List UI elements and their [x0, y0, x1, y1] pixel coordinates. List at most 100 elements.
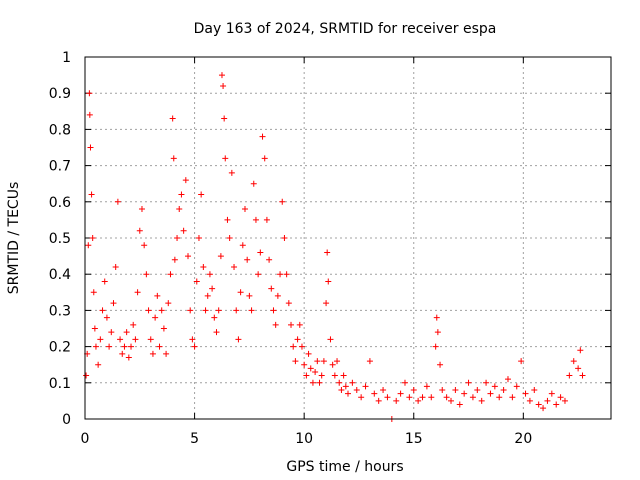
data-point: [218, 72, 225, 79]
data-point: [277, 271, 284, 278]
data-point: [443, 394, 450, 401]
data-point: [292, 358, 299, 365]
data-point: [526, 397, 533, 404]
data-point: [439, 387, 446, 394]
grid-lines: [85, 57, 611, 419]
data-point: [281, 235, 288, 241]
data-point: [535, 401, 542, 408]
data-point: [296, 321, 303, 328]
y-tick-label: 0.5: [49, 231, 71, 247]
data-point: [316, 379, 323, 386]
data-point: [231, 263, 238, 270]
data-point: [474, 387, 481, 394]
data-point: [491, 383, 498, 390]
data-point: [185, 253, 192, 260]
data-point: [423, 383, 430, 390]
data-point: [318, 372, 325, 379]
data-point: [123, 329, 130, 336]
data-point: [301, 361, 308, 368]
data-point: [169, 115, 176, 122]
data-point: [163, 350, 170, 357]
data-point: [200, 263, 207, 270]
data-point: [92, 343, 99, 350]
data-point: [314, 358, 321, 365]
data-point: [461, 390, 468, 397]
y-tick-label: 0.4: [49, 267, 71, 283]
data-point: [305, 350, 312, 357]
y-axis-title: SRMTID / TECUs: [6, 182, 22, 295]
data-point: [89, 235, 96, 241]
data-point: [90, 289, 97, 296]
data-point: [384, 394, 391, 401]
data-point: [250, 180, 257, 187]
data-point: [233, 307, 240, 314]
data-point: [209, 285, 216, 292]
data-point: [257, 249, 264, 256]
data-point: [406, 394, 413, 401]
data-points: [83, 72, 586, 422]
y-tick-label: 1: [62, 50, 71, 66]
data-point: [95, 361, 102, 368]
data-point: [213, 329, 220, 336]
data-point: [298, 343, 305, 350]
data-point: [329, 361, 336, 368]
data-point: [309, 379, 316, 386]
data-point: [448, 397, 455, 404]
data-point: [263, 216, 270, 223]
data-point: [496, 394, 503, 401]
data-point: [145, 307, 152, 314]
data-point: [97, 336, 104, 343]
data-point: [362, 383, 369, 390]
data-point: [272, 321, 279, 328]
data-point: [345, 390, 351, 397]
data-point: [125, 354, 132, 361]
data-point: [167, 271, 174, 278]
data-point: [149, 350, 156, 357]
x-tick-label: 10: [295, 431, 313, 447]
data-point: [226, 235, 233, 241]
plot-frame: [84, 56, 612, 420]
y-tick-label: 0.9: [49, 86, 71, 102]
data-point: [342, 383, 349, 390]
data-point: [432, 343, 439, 350]
data-point: [433, 314, 440, 321]
tick-labels: 00.10.20.30.40.50.60.70.80.910 5 10 15 20: [49, 50, 533, 447]
data-point: [393, 397, 400, 404]
data-point: [336, 379, 343, 386]
data-point: [106, 343, 113, 350]
data-point: [128, 343, 135, 350]
data-point: [86, 90, 93, 97]
data-point: [279, 198, 286, 205]
data-point: [112, 263, 119, 270]
data-point: [375, 397, 382, 404]
data-point: [103, 314, 110, 321]
data-point: [246, 292, 253, 299]
data-point: [419, 394, 426, 401]
data-point: [259, 133, 266, 140]
data-point: [544, 397, 551, 404]
data-point: [452, 387, 459, 394]
data-point: [193, 278, 200, 285]
data-point: [191, 343, 198, 350]
data-point: [224, 216, 231, 223]
data-point: [138, 206, 145, 213]
data-point: [334, 358, 341, 365]
data-point: [288, 321, 295, 328]
data-point: [248, 307, 255, 314]
data-point: [353, 387, 360, 394]
data-point: [99, 307, 106, 314]
data-point: [579, 372, 586, 379]
x-tick-label: 0: [81, 431, 90, 447]
data-point: [366, 358, 373, 365]
data-point: [182, 177, 189, 184]
data-point: [397, 390, 404, 397]
data-point: [434, 329, 441, 336]
data-point: [211, 314, 218, 321]
data-point: [83, 372, 90, 379]
x-tick-label: 20: [514, 431, 532, 447]
data-point: [220, 82, 227, 89]
data-point: [117, 336, 124, 343]
data-point: [522, 390, 529, 397]
data-point: [557, 394, 564, 401]
